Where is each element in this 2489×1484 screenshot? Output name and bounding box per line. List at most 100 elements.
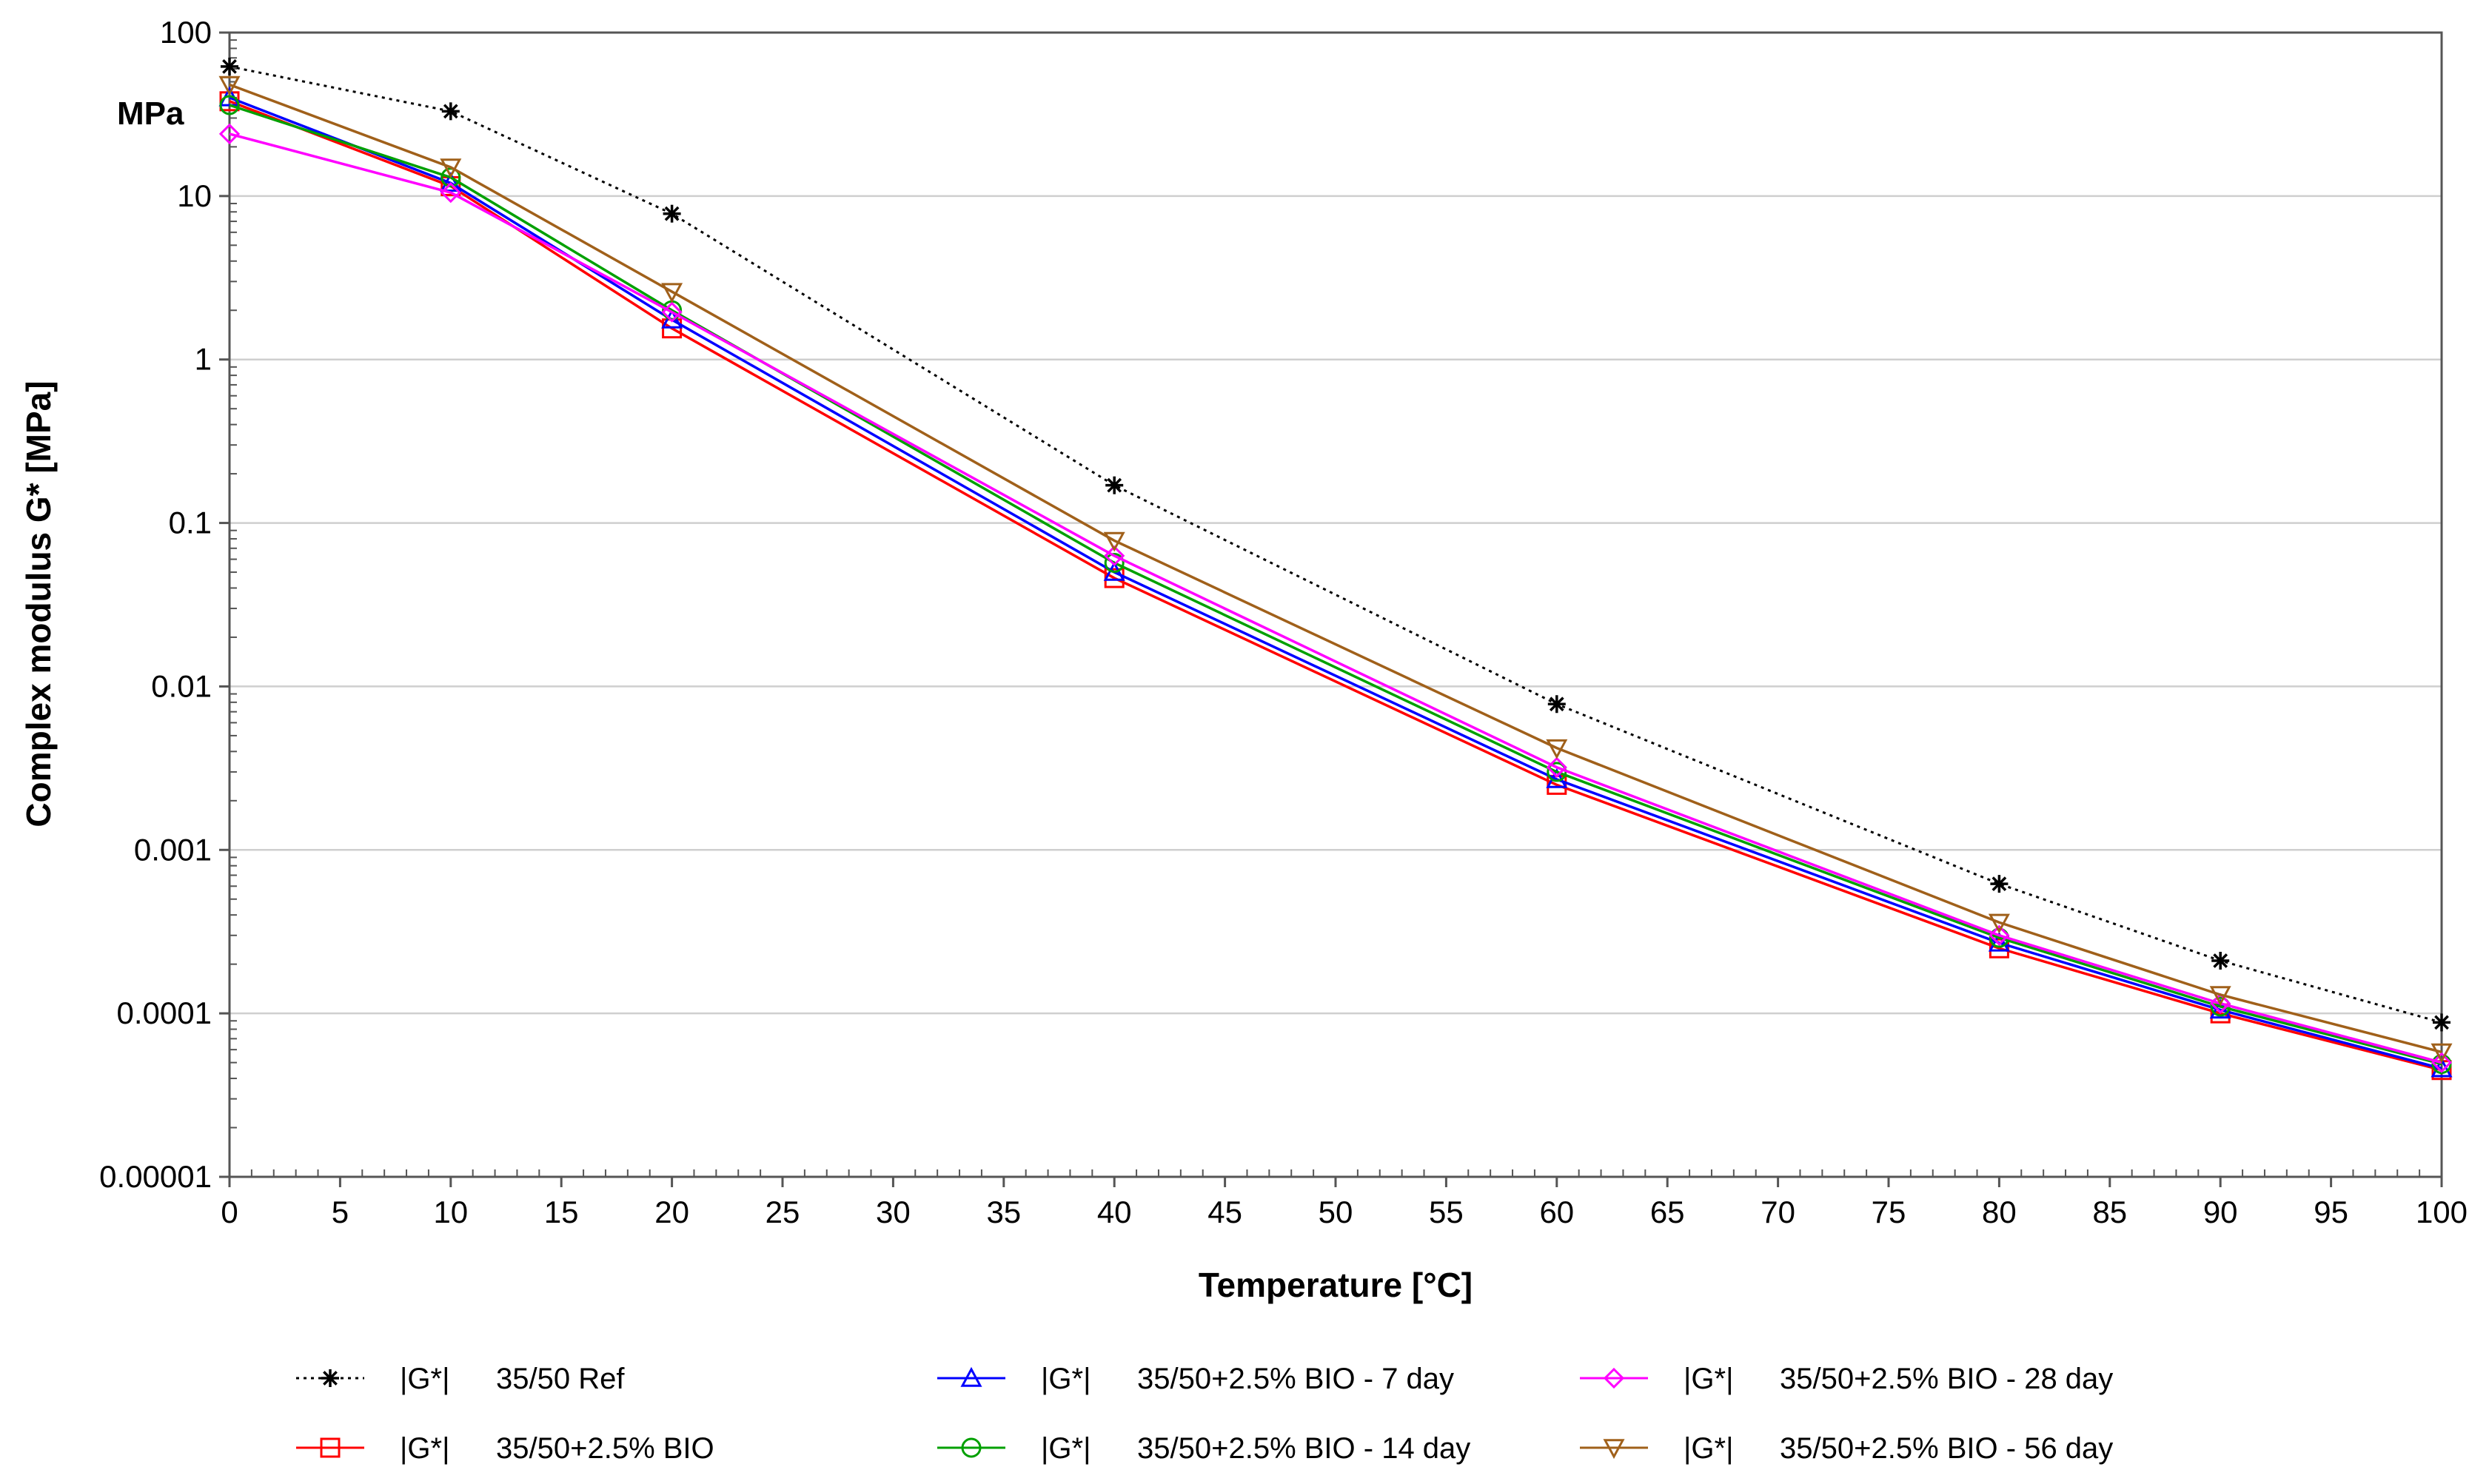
x-tick-label: 35 <box>986 1195 1021 1229</box>
x-tick-label: 0 <box>221 1195 238 1229</box>
x-tick-label: 70 <box>1761 1195 1795 1229</box>
legend-label: 35/50+2.5% BIO - 28 day <box>1780 1363 2113 1395</box>
star-stroke <box>664 206 680 221</box>
x-tick-label: 65 <box>1650 1195 1685 1229</box>
series-line <box>229 65 2442 1024</box>
data-point-square <box>320 1437 341 1458</box>
series-4 <box>218 123 2453 1073</box>
data-point-triangle-up <box>960 1366 982 1387</box>
data-point-diamond <box>1989 924 2010 946</box>
legend-prefix: |G*| <box>1684 1363 1733 1395</box>
star-stroke <box>2213 953 2228 968</box>
star-stroke <box>323 1371 338 1386</box>
series-line <box>229 104 2442 1066</box>
data-point-star <box>1990 875 2009 893</box>
legend-entry: |G*| 35/50 Ref <box>296 1363 625 1395</box>
y-tick-label: 100 <box>160 15 212 50</box>
legend-prefix: |G*| <box>1041 1432 1091 1465</box>
x-tick-label: 85 <box>2092 1195 2127 1229</box>
data-point-triangle-up <box>1988 931 2010 952</box>
series-3 <box>219 95 2452 1075</box>
y-tick-label: 0.00001 <box>99 1159 212 1194</box>
legend-prefix: |G*| <box>400 1363 449 1395</box>
series-0 <box>221 57 2451 1032</box>
legend-label: 35/50+2.5% BIO <box>496 1432 714 1465</box>
legend-entry: |G*| 35/50+2.5% BIO <box>296 1432 714 1465</box>
x-tick-label: 100 <box>2416 1195 2468 1229</box>
data-point-diamond <box>440 182 461 204</box>
series-line <box>229 100 2442 1072</box>
x-tick-label: 60 <box>1539 1195 1574 1229</box>
series-5 <box>218 75 2453 1064</box>
y-axis: 0.00001 0.0001 0.001 0.01 0.1 1 10 100 <box>99 15 230 1194</box>
data-point-star <box>663 204 681 223</box>
star-stroke <box>222 58 237 74</box>
legend-prefix: |G*| <box>1041 1363 1091 1395</box>
y-axis-title: Complex modulus G* [MPa] <box>19 380 58 827</box>
data-point-star <box>2433 1013 2451 1032</box>
data-point-triangle-down <box>440 158 462 179</box>
data-point-triangle-down <box>218 75 241 96</box>
data-point-star <box>1547 695 1566 714</box>
legend-prefix: |G*| <box>400 1432 449 1465</box>
data-point-triangle-down <box>1546 739 1568 759</box>
data-point-diamond <box>661 301 683 323</box>
grid <box>230 195 2442 1015</box>
legend-entry: |G*| 35/50+2.5% BIO - 28 day <box>1580 1363 2113 1395</box>
data-point-triangle-down <box>2431 1043 2453 1064</box>
legend-label: 35/50+2.5% BIO - 56 day <box>1780 1432 2113 1465</box>
y-tick-label: 0.1 <box>169 506 212 540</box>
x-tick-label: 30 <box>876 1195 911 1229</box>
star-stroke <box>443 104 458 119</box>
data-point-star <box>221 57 238 75</box>
x-tick-label: 50 <box>1319 1195 1353 1229</box>
data-point-diamond <box>1603 1367 1625 1389</box>
x-tick-label: 45 <box>1207 1195 1242 1229</box>
data-point-diamond <box>2210 993 2231 1014</box>
y-tick-label: 1 <box>195 342 212 377</box>
data-point-triangle-up <box>440 172 462 192</box>
legend-label: 35/50+2.5% BIO - 14 day <box>1137 1432 1470 1465</box>
y-tick-label: 0.0001 <box>117 996 212 1030</box>
legend-prefix: |G*| <box>1684 1432 1733 1465</box>
x-tick-label: 40 <box>1097 1195 1132 1229</box>
data-point-circle <box>1104 552 1125 573</box>
data-point-triangle-down <box>1988 913 2010 934</box>
data-point-circle <box>961 1437 982 1458</box>
x-axis-title: Temperature [°C] <box>1199 1266 1473 1304</box>
x-tick-label: 5 <box>332 1195 349 1229</box>
series-layer <box>218 57 2453 1081</box>
data-point-star <box>2211 951 2230 970</box>
x-tick-label: 25 <box>766 1195 800 1229</box>
star-stroke <box>2434 1015 2449 1030</box>
data-point-star <box>1105 476 1124 494</box>
data-point-diamond <box>1546 756 1567 778</box>
x-tick-label: 20 <box>654 1195 689 1229</box>
data-point-triangle-down <box>1603 1439 1625 1460</box>
x-tick-label: 95 <box>2314 1195 2348 1229</box>
x-tick-label: 90 <box>2203 1195 2238 1229</box>
legend-entry: |G*| 35/50+2.5% BIO - 7 day <box>937 1363 1454 1395</box>
x-minor-ticks <box>230 39 2421 1177</box>
legend-label: 35/50+2.5% BIO - 7 day <box>1137 1363 1454 1395</box>
x-tick-label: 75 <box>1872 1195 1906 1229</box>
data-point-diamond <box>2431 1052 2453 1073</box>
data-point-star <box>321 1369 339 1387</box>
star-stroke <box>1549 696 1564 712</box>
x-axis: 0 5 10 15 20 25 30 35 40 45 50 55 60 65 70 75 80 85 90 95 10… <box>221 1177 2468 1229</box>
series-line <box>229 96 2442 1070</box>
x-tick-label: 80 <box>1982 1195 2017 1229</box>
data-point-triangle-down <box>1103 531 1125 552</box>
data-point-circle <box>219 95 240 115</box>
legend-entry: |G*| 35/50+2.5% BIO - 14 day <box>937 1432 1470 1465</box>
y-unit-label: MPa <box>117 95 184 132</box>
x-tick-label: 15 <box>544 1195 579 1229</box>
y-tick-label: 0.01 <box>151 668 212 703</box>
y-tick-label: 0.001 <box>134 832 212 867</box>
series-2 <box>218 86 2453 1078</box>
x-tick-label: 10 <box>433 1195 468 1229</box>
data-point-diamond <box>218 123 241 145</box>
legend-entry: |G*| 35/50+2.5% BIO - 56 day <box>1580 1432 2113 1465</box>
series-line <box>229 83 2442 1054</box>
x-tick-label: 55 <box>1429 1195 1464 1229</box>
